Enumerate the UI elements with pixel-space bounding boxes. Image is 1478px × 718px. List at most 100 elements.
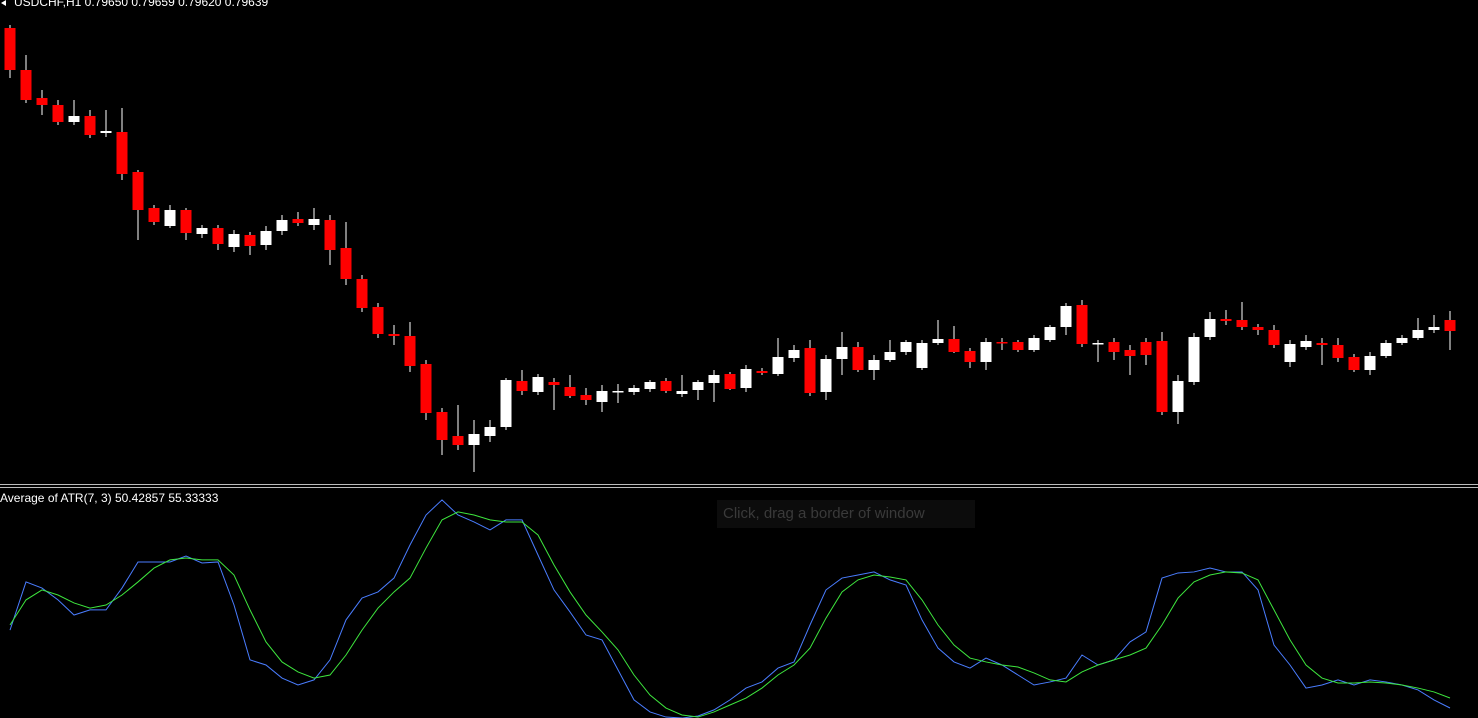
- candle-body: [260, 231, 272, 245]
- symbol-marker: [1, 0, 6, 6]
- candle-body: [1316, 343, 1328, 345]
- candle-body: [244, 235, 256, 246]
- candle-body: [948, 339, 960, 352]
- candle-body: [1252, 327, 1264, 330]
- candle-body: [1172, 381, 1184, 412]
- candle-body: [20, 70, 32, 100]
- candle-body: [804, 348, 816, 393]
- candle-body: [484, 427, 496, 436]
- candle-body: [164, 210, 176, 226]
- candle-body: [1012, 342, 1024, 350]
- candle-body: [1108, 342, 1120, 352]
- candle-body: [1236, 320, 1248, 327]
- candle-body: [660, 381, 672, 391]
- candle-body: [4, 28, 16, 70]
- candle-body: [1396, 338, 1408, 343]
- candle-body: [148, 208, 160, 222]
- candle-body: [1092, 343, 1104, 345]
- candle-body: [1044, 327, 1056, 340]
- candle-body: [52, 105, 64, 122]
- candle-body: [308, 219, 320, 225]
- candle-body: [180, 210, 192, 233]
- candle-body: [868, 360, 880, 370]
- candle-body: [884, 352, 896, 360]
- candle-body: [1364, 356, 1376, 370]
- candle-body: [836, 347, 848, 359]
- candle-body: [676, 391, 688, 394]
- candle-body: [388, 334, 400, 336]
- candle-body: [100, 131, 112, 133]
- candle-body: [1124, 350, 1136, 356]
- candle-body: [692, 382, 704, 390]
- candle-body: [596, 391, 608, 402]
- tooltip-box: [717, 500, 975, 528]
- candle-body: [68, 116, 80, 122]
- candle-body: [1300, 341, 1312, 347]
- indicator-header: Average of ATR(7, 3) 50.42857 55.33333: [0, 491, 219, 505]
- candle-body: [548, 382, 560, 385]
- candle-body: [404, 336, 416, 366]
- candle-body: [1268, 330, 1280, 345]
- candle-body: [340, 248, 352, 279]
- candle-body: [612, 391, 624, 393]
- price-header: USDCHF,H1 0.79650 0.79659 0.79620 0.7963…: [14, 0, 269, 9]
- candle-body: [564, 387, 576, 396]
- candle-body: [212, 228, 224, 244]
- indicator-line: [9, 499, 1451, 718]
- candle-body: [1188, 337, 1200, 382]
- candle-body: [1444, 320, 1456, 331]
- candle-body: [820, 359, 832, 392]
- indicator-line: [9, 511, 1451, 718]
- candle-body: [1076, 305, 1088, 344]
- candle-body: [740, 369, 752, 388]
- candle-body: [372, 307, 384, 334]
- candle-body: [1220, 319, 1232, 321]
- candle-body: [116, 132, 128, 174]
- candle-body: [468, 434, 480, 445]
- candle-body: [196, 228, 208, 234]
- candle-body: [1412, 330, 1424, 338]
- candle-body: [436, 412, 448, 440]
- candle-body: [356, 279, 368, 308]
- candle-body: [324, 220, 336, 250]
- candle-body: [1060, 306, 1072, 327]
- candle-body: [132, 172, 144, 210]
- candle-body: [996, 342, 1008, 344]
- candle-body: [1348, 357, 1360, 370]
- candle-body: [500, 380, 512, 427]
- candle-body: [1284, 344, 1296, 362]
- candle-body: [532, 377, 544, 392]
- tooltip-text: Click, drag a border of window: [723, 505, 925, 522]
- candle-body: [932, 339, 944, 343]
- candle-body: [772, 357, 784, 374]
- candle-body: [1332, 345, 1344, 358]
- candle-body: [292, 219, 304, 223]
- candle-body: [1204, 319, 1216, 337]
- candle-body: [628, 388, 640, 392]
- candle-body: [708, 375, 720, 383]
- candle-body: [1428, 327, 1440, 330]
- candle-body: [276, 220, 288, 231]
- candle-body: [228, 234, 240, 247]
- candle-body: [852, 347, 864, 370]
- candle-body: [964, 351, 976, 362]
- candle-body: [420, 364, 432, 413]
- candle-body: [580, 395, 592, 400]
- candle-body: [788, 350, 800, 358]
- candle-body: [452, 436, 464, 445]
- candle-body: [916, 343, 928, 368]
- candle-body: [516, 381, 528, 391]
- candle-body: [900, 342, 912, 352]
- candle-body: [1380, 343, 1392, 356]
- candle-body: [1156, 341, 1168, 412]
- candle-body: [84, 116, 96, 135]
- candle-body: [36, 98, 48, 105]
- candle-body: [1028, 338, 1040, 350]
- candle-body: [980, 342, 992, 362]
- candle-body: [756, 371, 768, 373]
- candle-body: [644, 382, 656, 389]
- candle-body: [724, 374, 736, 389]
